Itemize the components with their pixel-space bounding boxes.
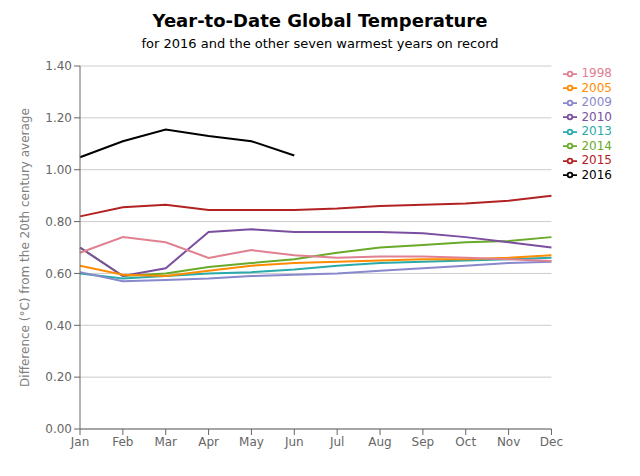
html-text:2013: 2013 (581, 124, 612, 138)
svg-text:Feb: Feb (112, 435, 133, 449)
svg-text:0.40: 0.40 (45, 319, 72, 333)
html-text:2014: 2014 (581, 138, 612, 153)
svg-text:0.80: 0.80 (45, 215, 72, 229)
html-text:2015: 2015 (581, 153, 612, 167)
html-text:2010: 2010 (581, 109, 612, 124)
svg-text:Aug: Aug (368, 435, 391, 449)
svg-text:Difference (°C) from the 20th: Difference (°C) from the 20th century av… (18, 108, 32, 387)
svg-text:Mar: Mar (154, 435, 177, 449)
svg-text:0.20: 0.20 (45, 370, 72, 384)
svg-text:Nov: Nov (497, 435, 520, 449)
html-text:for 2016 and the other seven w: for 2016 and the other seven warmest yea… (141, 36, 499, 51)
html-text:2016: 2016 (581, 167, 612, 182)
svg-text:1.20: 1.20 (45, 111, 72, 125)
svg-text:0.60: 0.60 (45, 267, 72, 281)
svg-text:May: May (239, 435, 264, 449)
html-text:1998: 1998 (581, 66, 612, 80)
svg-text:Jul: Jul (329, 435, 344, 449)
svg-text:Dec: Dec (540, 435, 563, 449)
svg-text:Jun: Jun (284, 435, 304, 449)
html-text:2005: 2005 (581, 80, 612, 95)
svg-text:1.40: 1.40 (45, 59, 72, 73)
svg-text:Sep: Sep (412, 435, 435, 449)
html-text:Year-to-Date Global Temperatur: Year-to-Date Global Temperature (152, 10, 488, 31)
svg-text:Jan: Jan (70, 435, 90, 449)
html-text:2009: 2009 (581, 95, 612, 109)
svg-text:Apr: Apr (198, 435, 219, 449)
svg-text:0.00: 0.00 (45, 422, 72, 436)
svg-text:Oct: Oct (455, 435, 476, 449)
svg-text:1.00: 1.00 (45, 163, 72, 177)
